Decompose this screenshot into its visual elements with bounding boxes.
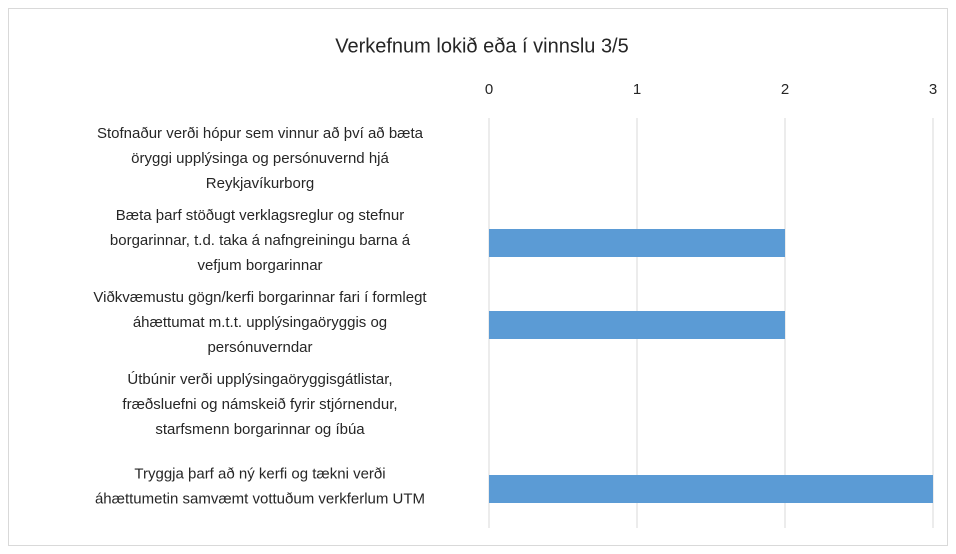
x-tick-label: 3	[929, 81, 937, 98]
chart-title: Verkefnum lokið eða í vinnslu 3/5	[335, 35, 629, 57]
y-tick-label: Útbúnir verði upplýsingaöryggisgátlistar…	[122, 371, 397, 438]
x-tick-label: 0	[485, 81, 493, 98]
y-tick-label: Viðkvæmustu gögn/kerfi borgarinnar fari …	[93, 289, 427, 356]
y-tick-label: Tryggja þarf að ný kerfi og tækni verði á…	[95, 465, 425, 507]
x-tick-label: 1	[633, 81, 641, 98]
y-tick-label: Stofnaður verði hópur sem vinnur að því …	[97, 125, 424, 192]
bar	[489, 229, 785, 257]
y-tick-label: Bæta þarf stöðugt verklagsreglur og stef…	[110, 207, 411, 274]
bar	[489, 475, 933, 503]
chart-border	[8, 8, 948, 546]
x-tick-label: 2	[781, 81, 789, 98]
bar	[489, 311, 785, 339]
